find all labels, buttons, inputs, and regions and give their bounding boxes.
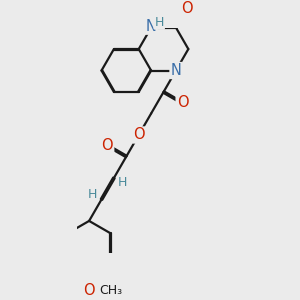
Text: H: H — [88, 188, 98, 201]
Text: CH₃: CH₃ — [99, 284, 122, 297]
Text: O: O — [83, 284, 95, 298]
Text: N: N — [146, 19, 157, 34]
Text: N: N — [170, 63, 182, 78]
Text: O: O — [102, 138, 113, 153]
Text: O: O — [177, 95, 188, 110]
Text: H: H — [154, 16, 164, 28]
Text: H: H — [118, 176, 127, 189]
Text: O: O — [181, 1, 193, 16]
Text: O: O — [133, 128, 145, 142]
